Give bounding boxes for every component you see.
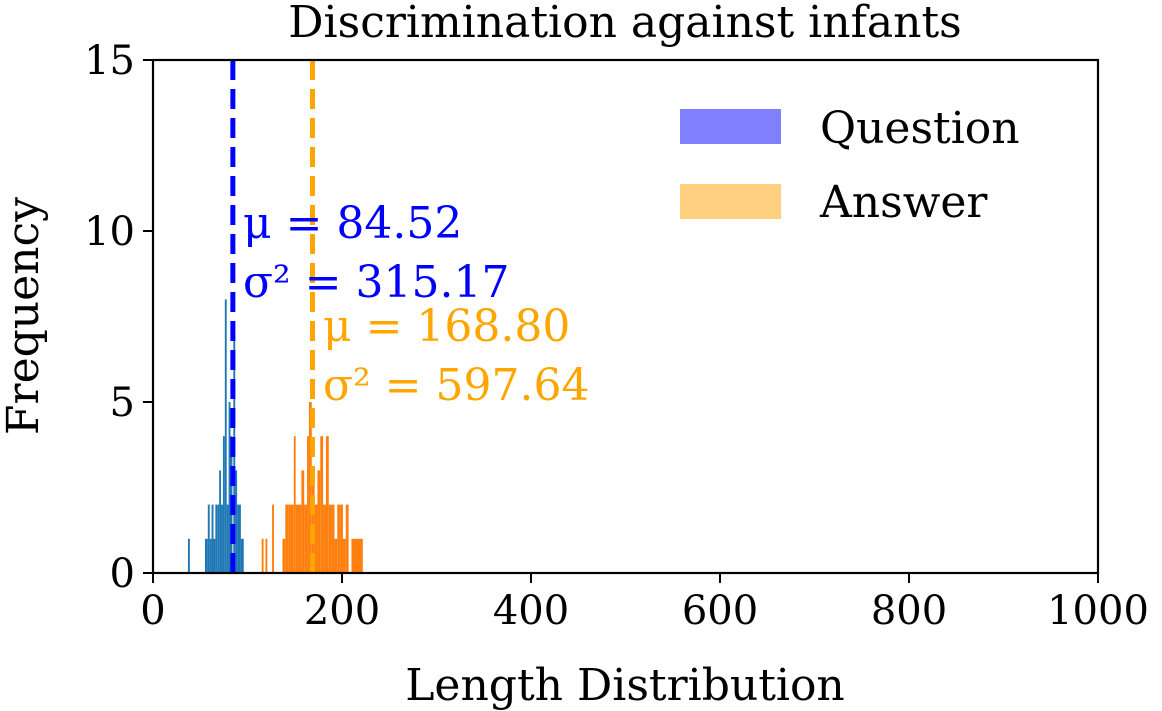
histogram-bar xyxy=(211,504,214,573)
histogram-bar xyxy=(320,436,324,573)
histogram-bar xyxy=(288,504,291,573)
x-tick-label: 400 xyxy=(493,588,569,634)
histogram-bar xyxy=(298,504,302,573)
histogram-bar xyxy=(222,436,225,573)
histogram-bar xyxy=(209,538,212,573)
histogram-bar xyxy=(187,538,190,573)
x-tick-label: 0 xyxy=(140,588,165,634)
question-variance-annotation: σ² = 315.17 xyxy=(243,257,509,308)
histogram-bar xyxy=(217,504,220,573)
histogram-bar xyxy=(272,504,274,573)
histogram-bar xyxy=(290,504,294,573)
x-axis-label: Length Distribution xyxy=(405,660,845,711)
histogram-bar xyxy=(323,504,326,573)
histogram-bar xyxy=(265,538,268,573)
histogram-bar xyxy=(282,538,286,573)
y-tick-label: 5 xyxy=(110,380,135,426)
histogram-bar xyxy=(342,538,346,573)
histogram-bar xyxy=(334,538,338,573)
x-axis-ticks: 0 200 400 600 800 1000 xyxy=(140,573,1149,634)
histogram-bar xyxy=(325,436,329,573)
histogram-bar xyxy=(304,504,308,573)
question-mean-annotation: μ = 84.52 xyxy=(243,198,462,249)
legend-label-question: Question xyxy=(820,103,1020,154)
chart-title: Discrimination against infants xyxy=(288,0,961,48)
bars-layer xyxy=(187,299,363,573)
histogram-bar xyxy=(311,470,315,573)
histogram-bar xyxy=(340,504,343,573)
histogram-bar xyxy=(301,470,305,573)
y-axis-ticks: 0 5 10 15 xyxy=(84,38,153,597)
histogram-bar xyxy=(317,470,321,573)
x-tick-label: 200 xyxy=(304,588,380,634)
histogram-bar xyxy=(235,470,238,573)
histogram-bar xyxy=(240,538,244,573)
histogram-bar xyxy=(237,504,239,573)
histogram-bar xyxy=(293,436,296,573)
histogram-bar xyxy=(238,504,241,573)
histogram-bar xyxy=(219,470,222,573)
histogram-bar xyxy=(207,504,210,573)
histogram-bar xyxy=(345,504,349,573)
y-tick-label: 10 xyxy=(84,209,135,255)
histogram-bar xyxy=(226,504,229,573)
x-tick-label: 800 xyxy=(871,588,947,634)
histogram-bar xyxy=(307,436,309,573)
answer-variance-annotation: σ² = 597.64 xyxy=(323,360,589,411)
histogram-bar xyxy=(308,402,312,573)
histogram-bar xyxy=(204,538,208,573)
histogram-bar xyxy=(228,402,231,573)
y-tick-label: 0 xyxy=(110,551,135,597)
histogram-bar xyxy=(328,504,332,573)
y-tick-label: 15 xyxy=(84,38,135,84)
legend-swatch-answer xyxy=(680,184,781,219)
x-tick-label: 1000 xyxy=(1047,588,1149,634)
series-answer-bars xyxy=(261,402,363,573)
legend-label-answer: Answer xyxy=(819,177,988,228)
x-tick-label: 600 xyxy=(682,588,758,634)
histogram-bar xyxy=(285,504,289,573)
axes-frame xyxy=(151,58,1100,575)
histogram-bar xyxy=(337,504,341,573)
histogram-bar xyxy=(221,504,223,573)
histogram-bar xyxy=(295,504,299,573)
histogram-bar xyxy=(213,538,216,573)
histogram-bar xyxy=(224,299,227,573)
histogram-bar xyxy=(261,538,264,573)
legend-swatch-question xyxy=(680,109,781,144)
y-axis-label: Frequency xyxy=(0,197,49,435)
histogram-bar xyxy=(351,538,363,573)
histogram-bar xyxy=(331,504,335,573)
answer-mean-annotation: μ = 168.80 xyxy=(323,301,570,352)
histogram-bar xyxy=(314,504,318,573)
histogram-bar xyxy=(215,504,218,573)
legend: Question Answer xyxy=(680,103,1020,228)
